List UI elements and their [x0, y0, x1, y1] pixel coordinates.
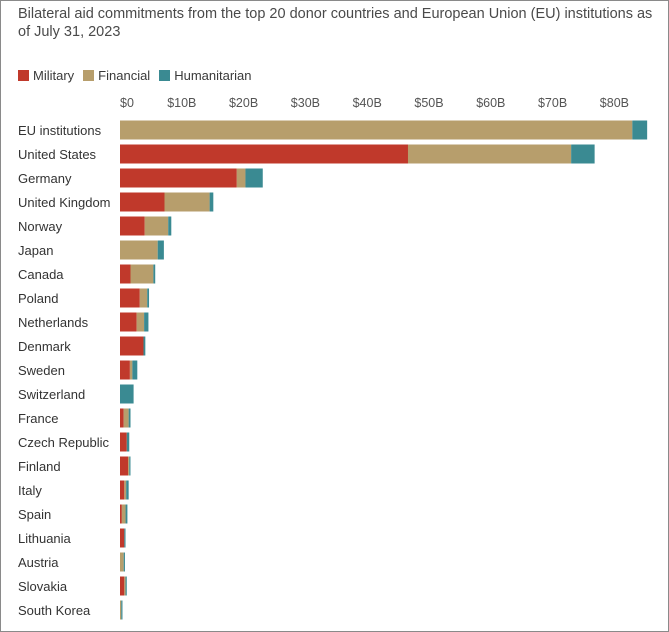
bar-financial-france — [123, 408, 129, 428]
bar-financial-germany — [236, 168, 246, 188]
bar-financial-austria — [120, 552, 124, 572]
bar-financial-south-korea — [120, 600, 122, 620]
category-label: Canada — [18, 267, 64, 282]
bar-military-germany — [120, 168, 237, 188]
x-tick-label: $70B — [538, 96, 567, 110]
category-label: Italy — [18, 483, 42, 498]
bar-financial-canada — [130, 264, 154, 284]
legend-swatch-military — [18, 69, 29, 81]
category-label: Norway — [18, 219, 63, 234]
bar-humanitarian-japan — [157, 240, 164, 260]
category-label: France — [18, 411, 58, 426]
chart-title: Bilateral aid commitments from the top 2… — [18, 6, 653, 40]
bar-military-united-states — [120, 144, 408, 164]
bar-military-slovakia — [120, 576, 125, 596]
x-tick-label: $50B — [414, 96, 443, 110]
bar-humanitarian-poland — [147, 288, 150, 308]
bar-humanitarian-norway — [168, 216, 172, 236]
legend-label-humanitarian: Humanitarian — [174, 67, 252, 83]
bar-humanitarian-netherlands — [144, 312, 149, 332]
bar-military-poland — [120, 288, 140, 308]
legend-item-military: Military — [18, 68, 74, 83]
x-tick-label: $30B — [291, 96, 320, 110]
category-label: Slovakia — [18, 579, 68, 594]
bar-military-norway — [120, 216, 145, 236]
category-label: Germany — [18, 171, 72, 186]
bar-humanitarian-eu-institutions — [632, 120, 648, 140]
category-label: South Korea — [18, 603, 91, 618]
bar-financial-eu-institutions — [120, 120, 633, 140]
category-label: Lithuania — [18, 531, 72, 546]
bar-military-france — [120, 408, 124, 428]
bar-financial-united-kingdom — [164, 192, 210, 212]
bar-financial-italy — [124, 480, 127, 500]
x-tick-label: $20B — [229, 96, 258, 110]
bar-financial-slovakia — [124, 576, 126, 596]
bar-humanitarian-germany — [245, 168, 263, 188]
category-label: United States — [18, 147, 97, 162]
legend-item-financial: Financial — [83, 68, 150, 83]
category-label: Spain — [18, 507, 51, 522]
bar-military-canada — [120, 264, 131, 284]
bar-humanitarian-canada — [153, 264, 156, 284]
bar-military-netherlands — [120, 312, 137, 332]
bar-humanitarian-italy — [126, 480, 129, 500]
bar-humanitarian-czech-republic — [126, 432, 130, 452]
bar-humanitarian-switzerland — [120, 384, 134, 404]
bar-humanitarian-finland — [129, 456, 131, 476]
bar-humanitarian-france — [128, 408, 131, 428]
bar-humanitarian-united-states — [571, 144, 595, 164]
bar-financial-sweden — [129, 360, 133, 380]
x-tick-label: $10B — [167, 96, 196, 110]
category-label: United Kingdom — [18, 195, 111, 210]
bar-military-spain — [120, 504, 122, 524]
category-label: Netherlands — [18, 315, 89, 330]
legend: Military Financial Humanitarian — [18, 67, 261, 83]
category-label: Switzerland — [18, 387, 85, 402]
bar-humanitarian-denmark — [143, 336, 146, 356]
legend-label-financial: Financial — [98, 67, 151, 83]
category-label: Austria — [18, 555, 59, 570]
category-label: Poland — [18, 291, 58, 306]
bar-humanitarian-lithuania — [124, 528, 126, 548]
bar-military-finland — [120, 456, 129, 476]
category-label: Czech Republic — [18, 435, 110, 450]
x-tick-label: $80B — [600, 96, 629, 110]
bar-financial-united-states — [407, 144, 572, 164]
legend-swatch-financial — [83, 69, 95, 81]
bar-humanitarian-south-korea — [121, 600, 123, 620]
category-label: Finland — [18, 459, 61, 474]
category-label: Japan — [18, 243, 53, 258]
legend-swatch-humanitarian — [159, 69, 171, 81]
bar-financial-norway — [144, 216, 169, 236]
bar-humanitarian-united-kingdom — [209, 192, 214, 212]
bar-financial-poland — [139, 288, 148, 308]
legend-label-military: Military — [33, 67, 75, 83]
bar-humanitarian-slovakia — [125, 576, 127, 596]
legend-item-humanitarian: Humanitarian — [159, 67, 252, 83]
bar-military-denmark — [120, 336, 144, 356]
x-tick-label: $0 — [120, 96, 134, 110]
bar-military-lithuania — [120, 528, 125, 548]
bar-humanitarian-sweden — [132, 360, 138, 380]
category-label: Sweden — [18, 363, 65, 378]
bar-financial-japan — [120, 240, 158, 260]
x-tick-label: $40B — [353, 96, 382, 110]
bar-military-italy — [120, 480, 125, 500]
bar-military-united-kingdom — [120, 192, 165, 212]
x-tick-label: $60B — [476, 96, 505, 110]
bar-humanitarian-austria — [123, 552, 125, 572]
category-label: Denmark — [18, 339, 71, 354]
bar-financial-spain — [121, 504, 126, 524]
bar-military-sweden — [120, 360, 130, 380]
bar-military-czech-republic — [120, 432, 127, 452]
bar-financial-finland — [128, 456, 130, 476]
bar-financial-netherlands — [136, 312, 145, 332]
category-label: EU institutions — [18, 123, 102, 138]
bar-humanitarian-spain — [125, 504, 128, 524]
